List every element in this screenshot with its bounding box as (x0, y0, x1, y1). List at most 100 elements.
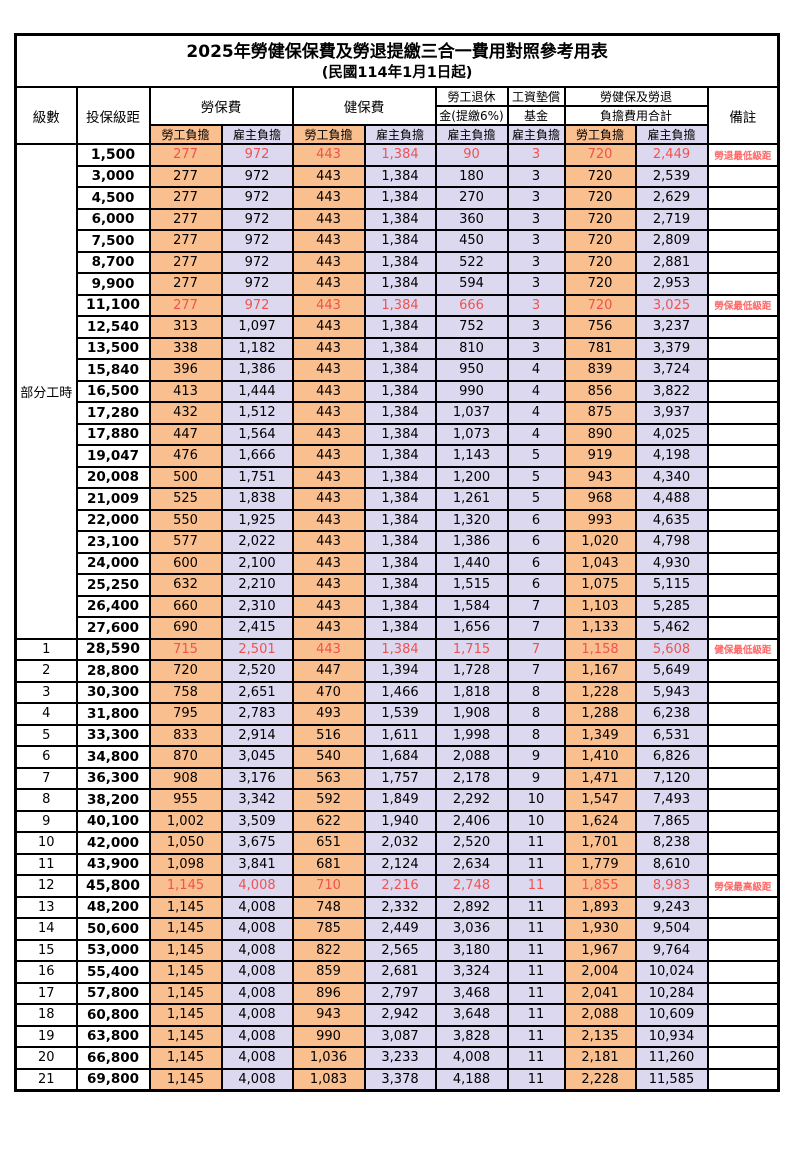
health-fee-employee-cell: 710 (291, 874, 366, 898)
health-fee-employee-cell: 563 (291, 766, 366, 790)
level-cell: 6 (14, 745, 78, 769)
total-employee-cell: 1,288 (563, 702, 637, 726)
health-fee-employer-cell: 1,394 (363, 659, 437, 683)
health-fee-employee-cell: 493 (291, 702, 366, 726)
col-header-labor-fee: 勞保費 (148, 86, 294, 126)
health-fee-employee-cell: 1,083 (291, 1067, 366, 1092)
level-cell: 13 (14, 895, 78, 919)
health-fee-employer-cell: 2,449 (363, 917, 437, 941)
pension-employer-cell: 2,178 (434, 766, 509, 790)
health-fee-employee-cell: 443 (291, 594, 366, 618)
wage-fund-employer-cell: 5 (506, 465, 566, 489)
table-body: 部分工時 1,500 277 972 443 1,384 90 3 720 2,449 勞退最低級距… (14, 143, 780, 1092)
total-employee-cell: 1,893 (563, 895, 637, 919)
pension-employer-cell: 752 (434, 315, 509, 339)
remark-cell (706, 1067, 780, 1092)
health-fee-employee-cell: 443 (291, 637, 366, 661)
labor-fee-employer-cell: 972 (220, 143, 294, 167)
level-cell: 11 (14, 852, 78, 876)
pension-employer-cell: 522 (434, 250, 509, 274)
labor-fee-employee-cell: 715 (148, 637, 223, 661)
wage-fund-employer-cell: 11 (506, 1024, 566, 1048)
health-fee-employer-cell: 1,384 (363, 422, 437, 446)
health-fee-employer-cell: 1,849 (363, 788, 437, 812)
labor-fee-employee-cell: 277 (148, 250, 223, 274)
pension-employer-cell: 666 (434, 293, 509, 317)
bracket-cell: 20,008 (75, 465, 151, 489)
pension-employer-cell: 2,892 (434, 895, 509, 919)
health-fee-employee-cell: 443 (291, 186, 366, 210)
pension-employer-cell: 1,261 (434, 487, 509, 511)
col-header-bracket: 投保級距 (75, 86, 151, 145)
labor-fee-employer-cell: 2,415 (220, 616, 294, 640)
col-header-health-fee: 健保費 (291, 86, 437, 126)
bracket-cell: 17,880 (75, 422, 151, 446)
total-employer-cell: 6,238 (634, 702, 709, 726)
pension-employer-cell: 3,828 (434, 1024, 509, 1048)
subheader-pension-employer: 雇主負擔 (434, 124, 509, 145)
remark-cell (706, 530, 780, 554)
labor-fee-employer-cell: 1,097 (220, 315, 294, 339)
remark-cell (706, 1003, 780, 1027)
bracket-cell: 63,800 (75, 1024, 151, 1048)
labor-fee-employer-cell: 4,008 (220, 874, 294, 898)
pension-employer-cell: 810 (434, 336, 509, 360)
remark-cell (706, 444, 780, 468)
remark-cell (706, 981, 780, 1005)
health-fee-employer-cell: 1,684 (363, 745, 437, 769)
pension-employer-cell: 950 (434, 358, 509, 382)
remark-cell (706, 229, 780, 253)
bracket-cell: 50,600 (75, 917, 151, 941)
remark-cell (706, 465, 780, 489)
health-fee-employee-cell: 443 (291, 358, 366, 382)
table-row: 15 53,000 1,145 4,008 822 2,565 3,180 11 1,967 9,… (14, 938, 780, 962)
wage-fund-employer-cell: 4 (506, 379, 566, 403)
total-employee-cell: 1,158 (563, 637, 637, 661)
pension-employer-cell: 1,143 (434, 444, 509, 468)
total-employer-cell: 10,024 (634, 960, 709, 984)
health-fee-employee-cell: 470 (291, 680, 366, 704)
health-fee-employer-cell: 2,797 (363, 981, 437, 1005)
total-employer-cell: 3,937 (634, 401, 709, 425)
table-row: 6 34,800 870 3,045 540 1,684 2,088 9 1,410 6,826 (14, 745, 780, 769)
pension-employer-cell: 1,073 (434, 422, 509, 446)
bracket-cell: 16,500 (75, 379, 151, 403)
level-cell: 21 (14, 1067, 78, 1092)
total-employer-cell: 9,504 (634, 917, 709, 941)
remark-cell (706, 164, 780, 188)
total-employee-cell: 919 (563, 444, 637, 468)
labor-fee-employer-cell: 4,008 (220, 917, 294, 941)
table-row: 6,000 277 972 443 1,384 360 3 720 2,719 (16, 207, 780, 231)
remark-cell (706, 1024, 780, 1048)
labor-fee-employee-cell: 1,098 (148, 852, 223, 876)
total-employee-cell: 2,041 (563, 981, 637, 1005)
health-fee-employee-cell: 443 (291, 465, 366, 489)
labor-fee-employee-cell: 1,145 (148, 1046, 223, 1070)
health-fee-employee-cell: 443 (291, 401, 366, 425)
health-fee-employer-cell: 2,216 (363, 874, 437, 898)
health-fee-employer-cell: 1,384 (363, 616, 437, 640)
health-fee-employee-cell: 822 (291, 938, 366, 962)
page-subtitle: (民國114年1月1日起) (321, 64, 473, 81)
col-header-pension-line2: 金(提繳6%) (434, 105, 509, 126)
total-employee-cell: 1,075 (563, 573, 637, 597)
labor-fee-employee-cell: 396 (148, 358, 223, 382)
health-fee-employee-cell: 516 (291, 723, 366, 747)
health-fee-employee-cell: 443 (291, 143, 366, 167)
labor-fee-employer-cell: 4,008 (220, 1003, 294, 1027)
level-cell: 15 (14, 938, 78, 962)
total-employee-cell: 720 (563, 272, 637, 296)
pension-employer-cell: 2,292 (434, 788, 509, 812)
table-row: 3 30,300 758 2,651 470 1,466 1,818 8 1,228 5,943 (14, 680, 780, 704)
level-cell: 3 (14, 680, 78, 704)
health-fee-employee-cell: 443 (291, 250, 366, 274)
health-fee-employer-cell: 2,124 (363, 852, 437, 876)
pension-employer-cell: 450 (434, 229, 509, 253)
table-row: 20 66,800 1,145 4,008 1,036 3,233 4,008 11 2,181… (14, 1046, 780, 1070)
pension-employer-cell: 3,324 (434, 960, 509, 984)
total-employer-cell: 5,285 (634, 594, 709, 618)
total-employee-cell: 720 (563, 293, 637, 317)
total-employee-cell: 1,471 (563, 766, 637, 790)
health-fee-employer-cell: 3,233 (363, 1046, 437, 1070)
total-employer-cell: 5,649 (634, 659, 709, 683)
